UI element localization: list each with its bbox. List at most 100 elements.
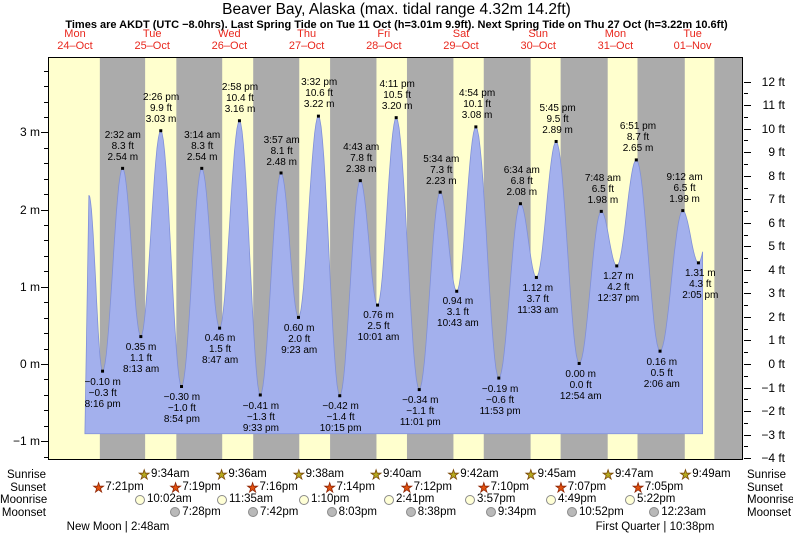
sunset-event: ★7:10pm (478, 479, 530, 495)
left-axis-major-tick (41, 209, 48, 211)
low-tide-label: 1.12 m 3.7 ft 11:33 am (517, 282, 559, 316)
right-axis-label: 9 ft (768, 145, 785, 160)
page-title: Beaver Bay, Alaska (max. tidal range 4.3… (222, 1, 571, 18)
day-label: Mon 24–Oct (57, 28, 93, 52)
moonrise-event: 5:22pm (625, 493, 675, 507)
low-tide-label: −0.19 m −0.6 ft 11:53 pm (479, 383, 521, 417)
left-axis-minor-tick (44, 70, 48, 72)
moonrise-event: 10:02am (135, 493, 192, 507)
high-tide-label: 5:45 pm 9.5 ft 2.89 m (539, 102, 576, 136)
sunrise-star-icon: ★ (602, 467, 614, 482)
right-axis-major-tick (744, 293, 751, 295)
low-tide-label: −0.10 m −0.3 ft 8:16 pm (84, 376, 121, 410)
high-tide-label: 4:11 pm 10.5 ft 3.20 m (379, 78, 415, 112)
right-axis-major-tick (744, 128, 751, 130)
left-axis-major-tick (41, 132, 48, 134)
almanac-row-label-right: Moonrise (747, 494, 793, 506)
moonset-event: 8:38pm (405, 506, 456, 520)
sunrise-event: ★9:36am (215, 467, 267, 482)
right-axis-minor-tick (744, 234, 748, 236)
left-axis-label: 1 m (19, 279, 40, 294)
right-axis-major-tick (744, 458, 751, 460)
left-axis-minor-tick (44, 147, 48, 149)
left-axis-minor-tick (44, 317, 48, 319)
high-tide-label: 3:14 am 8.3 ft 2.54 m (184, 129, 221, 163)
moon-phase-label: New Moon | 2:48am (66, 521, 170, 533)
right-axis-label: 10 ft (761, 121, 785, 136)
almanac-row-label-left: Moonrise (0, 494, 48, 506)
sunset-event: ★7:21pm (92, 479, 144, 495)
high-tide-label: 4:43 am 7.8 ft 2.38 m (343, 142, 380, 176)
left-axis-minor-tick (44, 178, 48, 180)
high-tide-label: 5:34 am 7.3 ft 2.23 m (423, 153, 460, 187)
right-axis-minor-tick (744, 93, 748, 95)
right-axis-label: 12 ft (761, 74, 785, 89)
left-axis-minor-tick (44, 116, 48, 118)
sunrise-star-icon: ★ (138, 467, 151, 482)
sunrise-star-icon: ★ (215, 467, 228, 482)
right-axis-label: 2 ft (768, 309, 785, 324)
sunset-event: ★7:12pm (401, 479, 453, 495)
moonrise-circle-icon (465, 494, 475, 505)
sunrise-event: ★9:42am (447, 467, 499, 482)
left-axis-label: 2 m (19, 202, 40, 217)
right-axis-minor-tick (744, 163, 748, 165)
tide-extreme-dot (696, 261, 700, 265)
sunset-star-icon: ★ (401, 479, 413, 495)
day-label: Tue 01–Nov (673, 28, 712, 52)
sunrise-event: ★9:40am (370, 467, 422, 482)
moonset-circle-icon (649, 507, 660, 517)
subtitle: Times are AKDT (UTC −8.0hrs). Last Sprin… (65, 19, 728, 31)
right-axis-major-tick (744, 81, 751, 83)
high-tide-label: 6:51 pm 8.7 ft 2.65 m (619, 121, 657, 155)
tide-extreme-dot (438, 190, 442, 194)
left-axis-minor-tick (44, 425, 48, 427)
right-axis-label: 3 ft (768, 286, 785, 301)
right-axis-label: −4 ft (761, 451, 785, 466)
right-axis-minor-tick (744, 305, 748, 307)
tide-extreme-dot (497, 376, 501, 380)
left-axis-label: −1 m (12, 434, 40, 449)
right-axis-minor-tick (744, 375, 748, 377)
sunset-event: ★7:19pm (169, 479, 221, 495)
tide-extreme-dot (279, 171, 283, 175)
low-tide-label: 0.60 m 2.0 ft 9:23 am (281, 322, 318, 356)
right-axis-minor-tick (744, 352, 748, 354)
high-tide-label: 9:12 am 6.5 ft 1.99 m (666, 172, 703, 206)
sunset-event: ★7:16pm (246, 479, 298, 495)
sunset-event: ★7:05pm (632, 479, 684, 495)
left-axis-minor-tick (44, 255, 48, 257)
high-tide-label: 7:48 am 6.5 ft 1.98 m (584, 173, 621, 207)
sunset-event: ★7:14pm (323, 479, 375, 495)
left-axis-minor-tick (44, 302, 48, 304)
left-axis-major-tick (41, 286, 48, 288)
left-axis-label: 0 m (19, 357, 40, 371)
tide-extreme-dot (159, 129, 163, 133)
left-axis-minor-tick (44, 101, 48, 103)
moonrise-circle-icon (217, 494, 227, 505)
sunrise-event: ★9:47am (602, 467, 654, 482)
right-axis-minor-tick (744, 422, 748, 424)
moonset-event: 8:03pm (326, 506, 377, 520)
left-axis-minor-tick (44, 348, 48, 350)
tide-extreme-dot (139, 335, 143, 339)
almanac-row-label-right: Sunrise (747, 469, 786, 481)
tide-extreme-dot (681, 209, 685, 213)
moonset-event: 10:52pm (567, 506, 624, 520)
tide-extreme-dot (376, 303, 380, 307)
tide-extreme-dot (218, 326, 222, 330)
tide-plot-area: −0.10 m −0.3 ft 8:16 pm 2:32 am 8.3 ft 2.54 m… (48, 57, 743, 460)
sunrise-star-icon: ★ (679, 467, 692, 482)
right-axis-label: 6 ft (768, 215, 785, 230)
right-axis-major-tick (744, 340, 751, 342)
moonrise-event: 4:49pm (546, 493, 596, 507)
almanac-row-label-right: Sunset (747, 481, 783, 494)
sunrise-star-icon: ★ (293, 467, 305, 482)
high-tide-label: 2:26 pm 9.9 ft 3.03 m (143, 92, 180, 126)
left-axis-minor-tick (44, 225, 48, 227)
day-label: Tue 25–Oct (134, 28, 170, 52)
tide-extreme-dot (534, 275, 538, 279)
left-axis-major-tick (41, 441, 48, 443)
right-axis-label: −3 ft (761, 427, 785, 442)
right-axis-minor-tick (744, 116, 748, 118)
